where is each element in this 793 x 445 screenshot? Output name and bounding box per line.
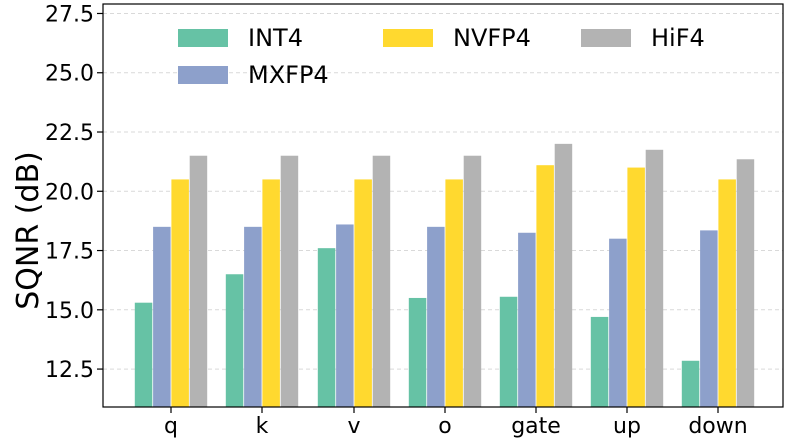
bar-nvfp4-v	[354, 179, 372, 407]
bar-mxfp4-v	[336, 224, 354, 407]
legend-swatch-hif4	[581, 29, 631, 47]
bar-int4-gate	[499, 296, 518, 407]
bar-nvfp4-k	[262, 179, 280, 407]
x-tick-label-gate: gate	[511, 414, 561, 439]
bar-hif4-gate	[554, 143, 573, 408]
y-tick-label: 15.0	[45, 299, 94, 324]
legend-label-int4: INT4	[248, 24, 303, 52]
x-tick-label-v: v	[347, 414, 360, 439]
y-tick-label: 27.5	[45, 2, 94, 27]
bar-int4-q	[134, 302, 153, 407]
bar-int4-up	[590, 316, 609, 407]
y-tick-label: 22.5	[45, 121, 94, 146]
bar-nvfp4-gate	[536, 165, 554, 407]
y-axis: 12.5 15.0 17.5 20.0 22.5 25.0 27.5	[45, 2, 103, 383]
bar-nvfp4-up	[627, 167, 645, 407]
x-tick-label-k: k	[256, 414, 269, 439]
legend-swatch-int4	[178, 29, 228, 47]
bar-mxfp4-q	[153, 226, 171, 407]
legend-swatch-nvfp4	[383, 29, 433, 47]
bar-mxfp4-up	[609, 238, 627, 407]
bar-int4-o	[408, 297, 427, 407]
bar-int4-k	[225, 274, 244, 407]
y-tick-label: 17.5	[45, 240, 94, 265]
bar-mxfp4-k	[244, 226, 262, 407]
bar-hif4-down	[736, 159, 755, 407]
legend: INT4 MXFP4 NVFP4 HiF4	[178, 24, 705, 89]
x-tick-label-up: up	[613, 414, 641, 439]
bar-mxfp4-o	[427, 226, 445, 407]
bar-int4-v	[317, 248, 336, 407]
legend-label-hif4: HiF4	[651, 24, 705, 52]
legend-label-nvfp4: NVFP4	[453, 24, 531, 52]
x-axis: q k v o gate up down	[164, 407, 748, 439]
bar-mxfp4-down	[700, 230, 718, 407]
bar-nvfp4-q	[171, 179, 189, 407]
bar-nvfp4-down	[718, 179, 736, 407]
bar-hif4-up	[645, 149, 664, 407]
legend-label-mxfp4: MXFP4	[248, 61, 329, 89]
bar-hif4-q	[189, 155, 208, 407]
bars	[134, 143, 755, 408]
bar-mxfp4-gate	[518, 232, 536, 407]
y-axis-label: SQNR (dB)	[11, 151, 46, 310]
y-tick-label: 12.5	[45, 358, 94, 383]
x-tick-label-o: o	[438, 414, 451, 439]
bar-hif4-k	[280, 155, 299, 407]
bar-hif4-o	[463, 155, 482, 407]
bar-hif4-v	[372, 155, 391, 407]
y-tick-label: 20.0	[45, 180, 94, 205]
x-tick-label-down: down	[688, 414, 747, 439]
x-tick-label-q: q	[164, 414, 178, 439]
plot-frame	[102, 3, 784, 408]
bar-int4-down	[681, 360, 700, 407]
bar-nvfp4-o	[445, 179, 463, 407]
legend-swatch-mxfp4	[178, 66, 228, 84]
y-tick-label: 25.0	[45, 62, 94, 87]
